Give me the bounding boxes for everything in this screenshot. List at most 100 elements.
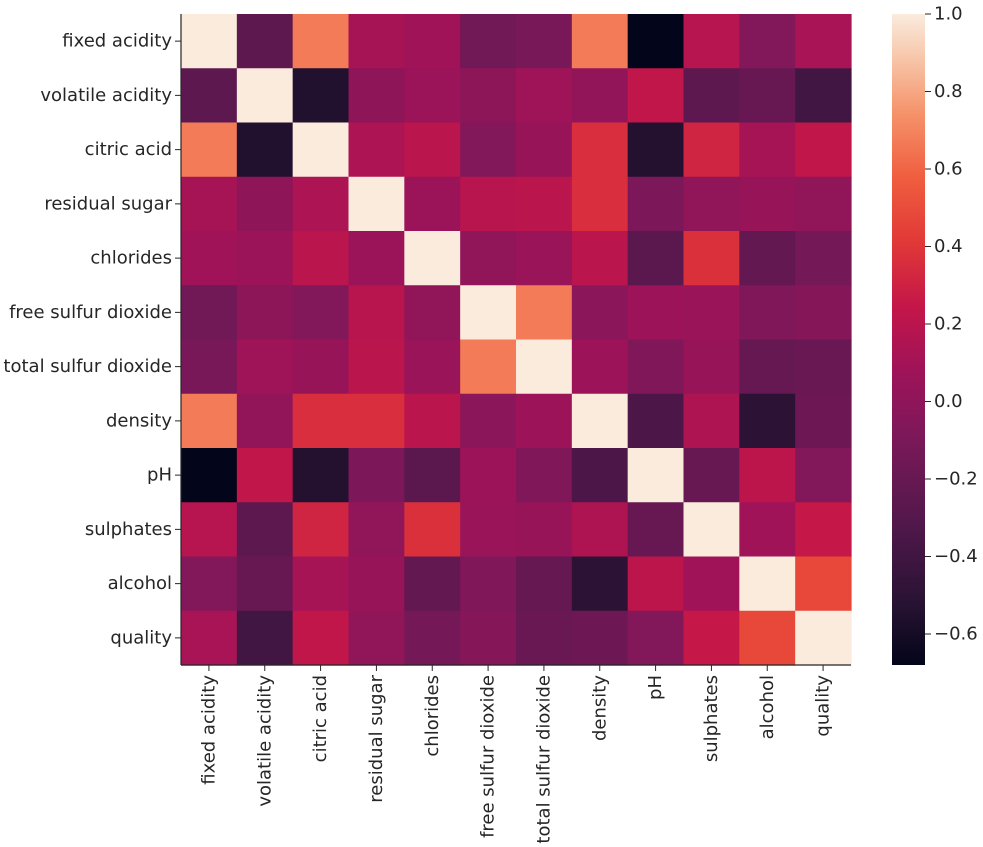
heatmap-cell bbox=[460, 122, 517, 178]
heatmap-cell bbox=[348, 231, 405, 286]
heatmap-cell bbox=[739, 122, 796, 178]
colorbar: 1.0 0.8 0.6 0.4 0.2 0.0 −0.2 −0.4 −0.6 bbox=[892, 4, 978, 665]
heatmap-cell bbox=[627, 502, 685, 558]
heatmap-cell bbox=[795, 14, 852, 69]
heatmap-cell bbox=[292, 176, 350, 232]
heatmap-cell bbox=[516, 502, 573, 558]
y-tick-label: free sulfur dioxide bbox=[9, 302, 172, 323]
heatmap-cell bbox=[236, 285, 294, 341]
heatmap-cell bbox=[181, 339, 238, 395]
y-tick-label: total sulfur dioxide bbox=[3, 356, 172, 377]
heatmap-cell bbox=[516, 393, 573, 449]
heatmap-cell bbox=[683, 285, 740, 341]
heatmap-cell bbox=[516, 68, 573, 124]
heatmap-cell bbox=[181, 502, 238, 558]
axes-frame bbox=[175, 14, 851, 671]
heatmap-cell bbox=[516, 610, 573, 666]
colorbar-tick-label: 0.8 bbox=[934, 81, 963, 102]
heatmap-cell bbox=[795, 176, 852, 232]
heatmap-cell bbox=[795, 502, 852, 558]
heatmap-cell bbox=[348, 285, 405, 341]
heatmap-cell bbox=[739, 231, 796, 286]
heatmap-cell bbox=[404, 14, 461, 69]
heatmap-cell bbox=[516, 231, 573, 286]
heatmap-cell bbox=[795, 122, 852, 178]
heatmap-cell bbox=[571, 556, 629, 612]
heatmap-cell bbox=[404, 122, 461, 178]
heatmap-cell bbox=[181, 448, 238, 503]
heatmap-cell bbox=[404, 231, 461, 286]
heatmap-cell bbox=[683, 14, 740, 69]
heatmap-cell bbox=[236, 231, 294, 286]
heatmap-cell bbox=[739, 448, 796, 503]
heatmap-cell bbox=[795, 339, 852, 395]
heatmap-cell bbox=[181, 285, 238, 341]
heatmap-cell bbox=[571, 14, 629, 69]
y-tick-label: residual sugar bbox=[44, 193, 172, 214]
x-tick-label: citric acid bbox=[310, 675, 331, 762]
heatmap-cell bbox=[795, 610, 852, 666]
heatmap-cell bbox=[460, 285, 517, 341]
heatmap-cell bbox=[683, 176, 740, 232]
heatmap-cell bbox=[571, 339, 629, 395]
heatmap-cell bbox=[348, 14, 405, 69]
heatmap-cell bbox=[795, 393, 852, 449]
heatmap-cell bbox=[627, 122, 685, 178]
y-tick-labels: fixed acidity volatile acidity citric acid… bbox=[3, 31, 172, 649]
heatmap-cell bbox=[516, 339, 573, 395]
heatmap-cell bbox=[683, 231, 740, 286]
heatmap-cell bbox=[739, 285, 796, 341]
x-tick-label: total sulfur dioxide bbox=[533, 675, 554, 844]
heatmap-cell bbox=[292, 502, 350, 558]
x-tick-label: volatile acidity bbox=[254, 675, 275, 807]
y-tick-label: volatile acidity bbox=[40, 85, 172, 106]
heatmap-cell bbox=[460, 14, 517, 69]
heatmap-cell bbox=[627, 393, 685, 449]
colorbar-tick-label: 0.2 bbox=[934, 314, 963, 335]
heatmap-cells bbox=[181, 14, 852, 666]
heatmap-cell bbox=[460, 448, 517, 503]
heatmap-cell bbox=[739, 502, 796, 558]
heatmap-cell bbox=[627, 68, 685, 124]
colorbar-tick-label: −0.6 bbox=[934, 624, 978, 645]
heatmap-cell bbox=[292, 14, 350, 69]
heatmap-cell bbox=[795, 285, 852, 341]
y-tick-label: fixed acidity bbox=[62, 31, 172, 52]
heatmap-cell bbox=[683, 556, 740, 612]
heatmap-cell bbox=[627, 176, 685, 232]
heatmap-cell bbox=[571, 502, 629, 558]
colorbar-tick-label: −0.2 bbox=[934, 469, 978, 490]
y-tick-label: density bbox=[106, 410, 172, 431]
heatmap-cell bbox=[627, 448, 685, 503]
heatmap-cell bbox=[627, 285, 685, 341]
heatmap-cell bbox=[460, 339, 517, 395]
heatmap-cell bbox=[404, 502, 461, 558]
heatmap-cell bbox=[516, 285, 573, 341]
heatmap-cell bbox=[181, 556, 238, 612]
heatmap-cell bbox=[236, 339, 294, 395]
heatmap-cell bbox=[460, 556, 517, 612]
x-tick-label: free sulfur dioxide bbox=[478, 675, 499, 838]
heatmap-cell bbox=[348, 122, 405, 178]
heatmap-cell bbox=[460, 68, 517, 124]
x-tick-label: sulphates bbox=[701, 675, 722, 762]
heatmap-cell bbox=[236, 14, 294, 69]
heatmap-cell bbox=[460, 393, 517, 449]
heatmap-cell bbox=[571, 176, 629, 232]
heatmap-cell bbox=[292, 68, 350, 124]
heatmap-cell bbox=[571, 285, 629, 341]
colorbar-tick-label: 0.4 bbox=[934, 236, 963, 257]
colorbar-tick-label: 0.0 bbox=[934, 391, 963, 412]
heatmap-cell bbox=[292, 556, 350, 612]
x-tick-label: residual sugar bbox=[366, 674, 387, 802]
heatmap-cell bbox=[571, 610, 629, 666]
heatmap-cell bbox=[348, 68, 405, 124]
heatmap-cell bbox=[516, 448, 573, 503]
heatmap-cell bbox=[571, 122, 629, 178]
y-tick-label: chlorides bbox=[90, 248, 172, 269]
heatmap-cell bbox=[795, 231, 852, 286]
heatmap-cell bbox=[795, 68, 852, 124]
x-tick-label: quality bbox=[813, 675, 834, 737]
colorbar-tick-label: 0.6 bbox=[934, 159, 963, 180]
